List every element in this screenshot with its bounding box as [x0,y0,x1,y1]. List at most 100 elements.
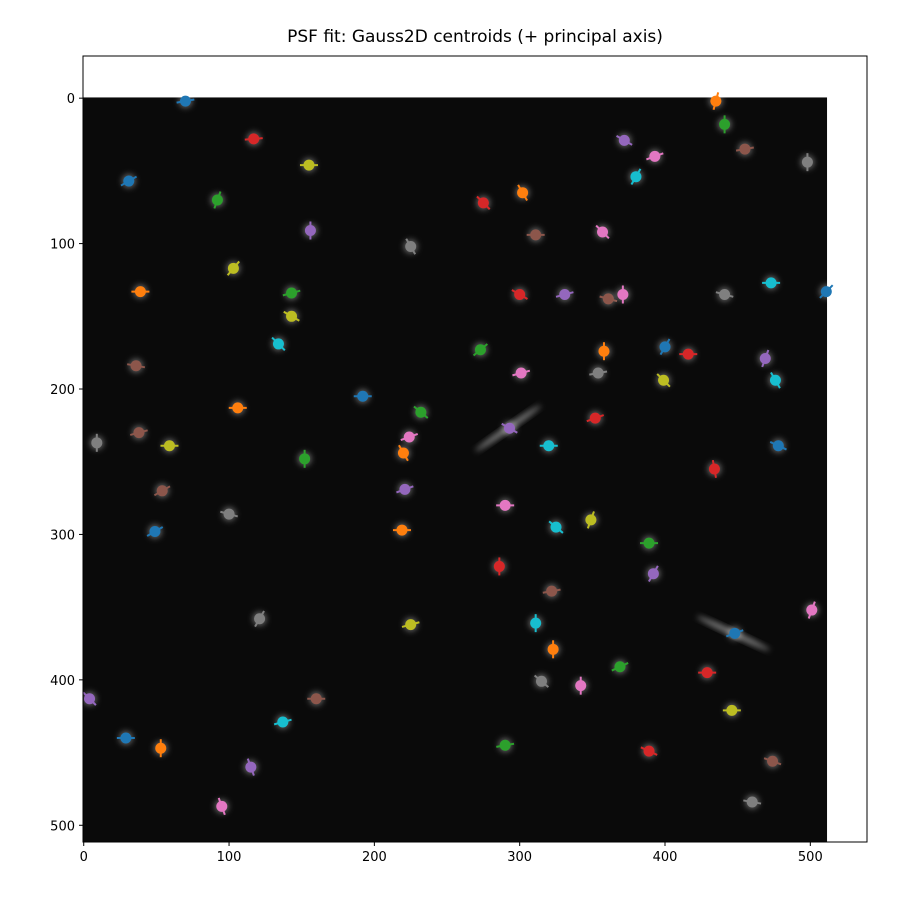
y-tick-label: 500 [50,819,75,834]
centroid-point-70 [725,626,744,641]
centroid-point-17 [403,238,418,255]
centroid-point-66 [804,601,819,619]
centroid-point-21 [131,284,150,299]
centroid-point-2 [717,115,732,134]
centroid-point-61 [392,523,411,538]
centroid-point-38 [656,373,671,388]
chart-title: PSF fit: Gauss2D centroids (+ principal … [287,27,663,47]
centroid-point-28 [283,309,300,324]
centroid-point-52 [297,449,312,468]
centroid-point-39 [768,371,783,389]
centroid-point-47 [89,433,104,452]
centroid-point-23 [511,287,528,302]
centroid-point-18 [226,260,241,276]
centroid-point-80 [116,731,135,746]
centroid-point-41 [228,400,247,415]
centroid-point-62 [640,536,659,551]
x-tick-label: 400 [653,850,678,865]
centroid-point-29 [271,336,286,352]
centroid-point-83 [640,744,658,759]
centroid-point-11 [515,184,530,201]
x-tick-label: 100 [217,850,242,865]
centroid-point-24 [555,287,574,302]
centroid-point-67 [252,610,267,628]
centroid-point-57 [220,507,238,522]
centroid-point-32 [472,342,488,357]
centroid-point-20 [819,284,834,299]
centroid-point-27 [715,287,734,302]
centroid-point-10 [120,174,138,189]
centroid-point-8 [299,158,318,173]
x-tick-label: 500 [798,850,823,865]
centroid-point-43 [586,411,605,426]
centroid-point-16 [595,224,610,240]
y-tick-label: 300 [50,528,75,543]
centroid-point-75 [307,691,326,706]
y-tick-label: 200 [50,383,75,398]
centroid-point-59 [548,520,564,535]
centroid-point-68 [401,617,420,632]
centroid-point-34 [758,349,773,368]
x-axis: 0 100 200 300 400 500 [80,842,823,865]
axes-frame [82,55,868,843]
y-tick-label: 0 [67,92,75,107]
x-tick-label: 200 [362,850,387,865]
centroid-point-1 [708,92,723,111]
centroid-point-82 [496,738,515,753]
centroid-point-19 [762,275,781,290]
centroid-point-78 [722,703,741,718]
centroid-point-53 [707,459,722,479]
centroid-point-63 [492,557,507,576]
centroid-point-48 [160,438,179,453]
centroid-point-0 [176,94,195,109]
y-tick-label: 100 [50,238,75,253]
centroid-point-49 [539,438,558,453]
centroid-point-25 [599,291,618,306]
centroid-point-37 [589,366,608,381]
centroid-point-4 [616,133,633,148]
centroid-point-44 [501,421,518,436]
centroid-point-74 [83,691,97,706]
x-tick-label: 0 [80,850,88,865]
image-background [83,97,828,843]
centroid-point-7 [800,153,815,172]
centroid-point-56 [496,498,515,513]
centroid-point-79 [273,715,292,730]
centroid-point-72 [611,659,629,674]
centroid-point-85 [763,754,782,769]
centroid-point-50 [769,438,787,453]
centroid-point-58 [583,511,598,529]
centroid-point-84 [243,758,258,776]
centroid-point-55 [153,483,171,498]
centroid-point-40 [353,389,372,404]
centroid-point-5 [735,142,754,157]
centroid-point-36 [512,366,531,381]
centroid-point-33 [679,347,698,362]
centroid-point-65 [542,584,561,599]
centroid-point-6 [646,149,664,164]
centroid-point-51 [396,444,411,462]
centroid-point-71 [546,640,561,659]
centroid-point-86 [214,797,229,816]
centroid-point-15 [526,227,545,242]
centroid-point-9 [628,168,643,185]
centroid-point-76 [573,676,588,695]
centroid-point-13 [476,195,491,210]
centroid-point-3 [244,131,263,146]
centroid-point-12 [210,191,225,209]
y-axis: 0 100 200 300 400 500 [50,92,83,834]
centroid-point-77 [533,674,550,689]
centroid-point-73 [698,665,717,680]
centroid-point-46 [400,430,419,445]
centroid-point-14 [303,221,318,240]
centroid-point-30 [658,338,673,356]
centroid-point-31 [596,342,611,361]
centroid-point-54 [396,482,414,497]
centroid-point-69 [528,614,543,633]
centroid-point-87 [743,795,762,810]
centroid-point-81 [153,739,168,758]
centroid-point-22 [282,286,301,301]
centroid-point-45 [129,425,148,440]
y-tick-label: 400 [50,674,75,689]
